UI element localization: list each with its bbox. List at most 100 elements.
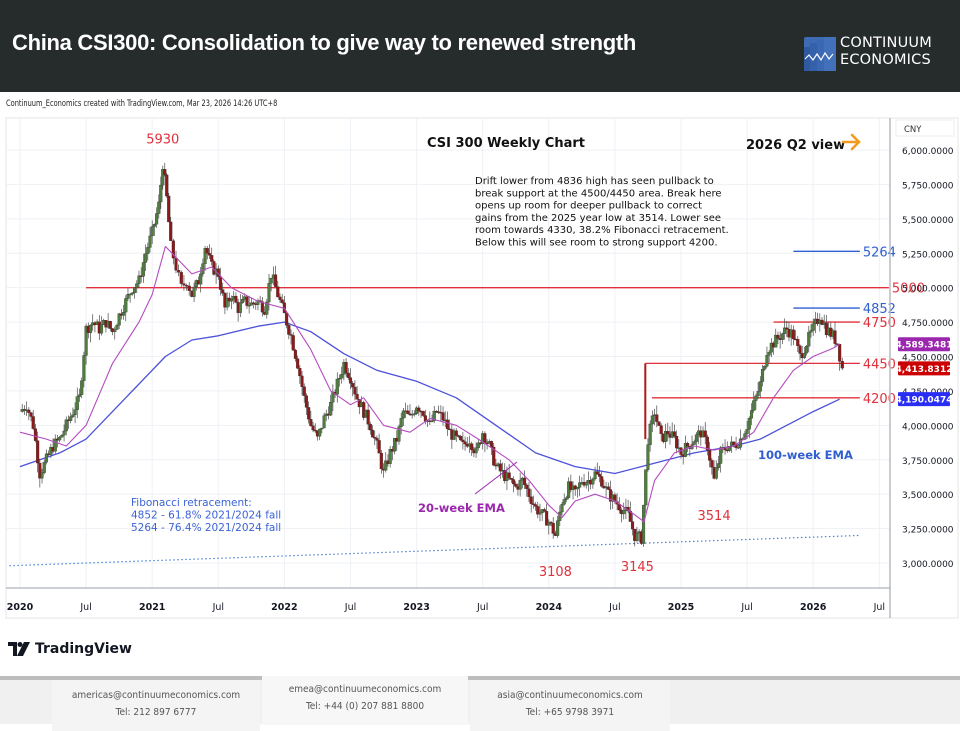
candle-down	[791, 329, 795, 340]
candle-up	[229, 299, 234, 302]
candle-down	[307, 407, 311, 420]
candle-down	[298, 368, 302, 377]
level-label-4200: 4200	[863, 392, 896, 407]
candle-up	[99, 324, 104, 334]
candle-up	[141, 262, 145, 277]
candle-down	[595, 471, 599, 475]
candle-up	[765, 355, 769, 367]
candle-up	[199, 273, 203, 285]
candle-up	[71, 414, 75, 417]
axes-group: 6,000.0000 5,750.0000 5,500.0000 5,250.0000…	[6, 118, 955, 618]
candle-up	[88, 324, 93, 333]
level-label-4450: 4450	[863, 357, 896, 372]
candle-up	[60, 434, 64, 438]
candle-down	[434, 410, 438, 413]
candle-up	[476, 442, 480, 449]
contact-email-link[interactable]: emea@continuumeconomics.com	[288, 684, 442, 695]
x-tick-label: 2025	[668, 602, 694, 613]
commentary-line: break support at the 4500/4450 area. Bre…	[475, 188, 722, 199]
candle-down	[169, 221, 173, 241]
candle-down	[187, 285, 191, 291]
candle-up	[152, 224, 156, 227]
candle-down	[309, 419, 313, 426]
candle-up	[641, 504, 646, 544]
candle-up	[575, 487, 579, 490]
annotations-group: 5930 3108 3145 3514 20-week EMA 100-week EMA	[146, 133, 853, 580]
candle-up	[412, 413, 416, 415]
candle-up	[664, 431, 668, 442]
level-label-5000: 5000	[892, 282, 925, 297]
candle-up	[58, 437, 62, 441]
price-tag-label: 4,589.3481	[896, 341, 953, 351]
candle-up	[44, 453, 48, 463]
candle-down	[274, 274, 278, 287]
candle-up	[716, 463, 721, 468]
candle-down	[461, 439, 465, 442]
contact-email-link[interactable]: asia@continuumeconomics.com	[497, 690, 643, 701]
candle-up	[547, 521, 551, 526]
candles-group	[20, 162, 844, 547]
x-tick-label: Jul	[79, 602, 91, 613]
candle-up	[238, 302, 242, 313]
candle-down	[291, 335, 295, 351]
candle-down	[708, 450, 712, 461]
candle-down	[840, 361, 844, 369]
candle-up	[807, 331, 811, 347]
support-trendline-group	[9, 534, 860, 567]
candle-down	[600, 476, 604, 487]
candle-down	[346, 372, 350, 378]
candle-up	[75, 396, 79, 410]
y-tick-label: 3,500.0000	[902, 491, 954, 501]
candle-down	[406, 410, 410, 414]
x-tick-label: Jul	[476, 602, 488, 613]
candle-up	[130, 292, 134, 295]
candle-up	[743, 433, 747, 440]
candle-up	[137, 275, 141, 284]
candle-down	[375, 438, 379, 441]
candle-up	[201, 263, 205, 275]
candle-down	[441, 412, 445, 421]
candle-up	[84, 325, 88, 356]
candle-down	[421, 411, 425, 416]
candle-up	[269, 277, 273, 284]
candle-down	[448, 428, 452, 431]
candle-down	[470, 443, 474, 450]
x-tick-label: 2026	[800, 602, 827, 613]
x-tick-label: 2021	[139, 602, 165, 613]
contact-email-link[interactable]: americas@continuumeconomics.com	[71, 690, 241, 701]
candle-up	[756, 391, 760, 397]
candle-up	[155, 213, 159, 225]
candle-down	[630, 521, 635, 530]
currency-label: CNY	[904, 125, 922, 135]
candle-up	[401, 410, 405, 419]
candle-up	[556, 520, 560, 536]
candle-up	[135, 283, 139, 288]
candle-up	[249, 302, 253, 306]
contact-americas: americas@continuumeconomics.com Tel: 212…	[52, 680, 260, 731]
candle-up	[192, 286, 196, 297]
candle-down	[171, 240, 175, 259]
candle-down	[511, 479, 516, 485]
candle-down	[207, 253, 212, 256]
price-tag	[898, 392, 950, 407]
y-tick-label: 5,750.0000	[902, 181, 954, 191]
candle-up	[64, 419, 68, 432]
contact-phone: Tel: 212 897 6777	[115, 707, 197, 718]
candle-down	[785, 327, 789, 330]
y-tick-label: 5,000.0000	[902, 285, 954, 295]
y-tick-label: 4,750.0000	[902, 319, 954, 329]
candle-down	[675, 435, 679, 449]
candle-down	[252, 302, 256, 304]
candle-up	[719, 447, 723, 464]
candle-down	[373, 437, 377, 439]
candle-up	[225, 297, 229, 308]
candle-down	[165, 174, 169, 197]
y-tick-label: 4,000.0000	[902, 422, 954, 432]
candle-down	[379, 452, 383, 470]
candle-up	[584, 482, 588, 486]
view-label: 2026 Q2 view	[746, 138, 845, 153]
candle-down	[545, 511, 549, 526]
candle-down	[838, 343, 842, 362]
candle-down	[657, 421, 661, 426]
candle-up	[159, 184, 163, 203]
